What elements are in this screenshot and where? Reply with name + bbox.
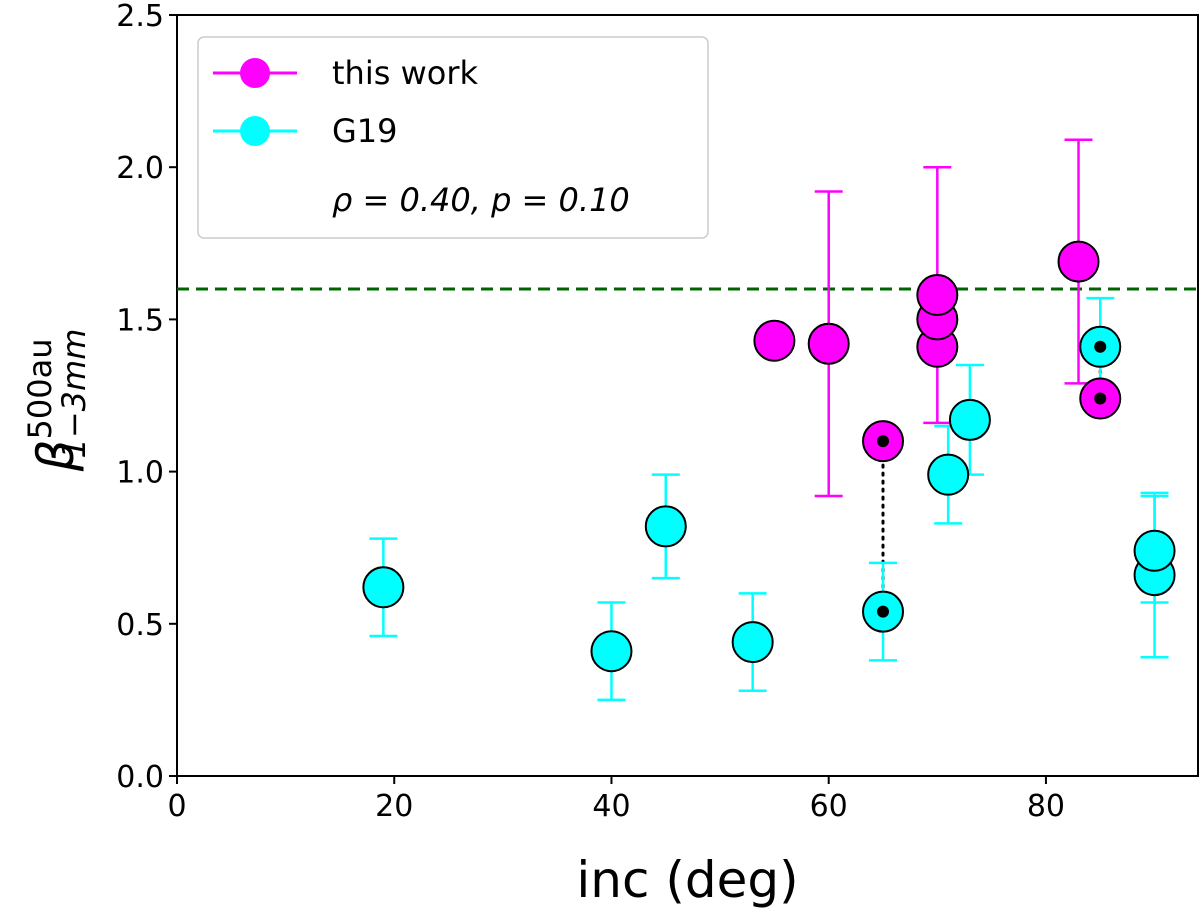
y-tick-label: 1.0 <box>116 456 164 491</box>
x-tick-label: 80 <box>1027 789 1065 824</box>
data-point-center-dot <box>877 605 890 618</box>
x-tick-label: 0 <box>167 789 186 824</box>
legend-marker <box>240 116 270 146</box>
legend-label: this work <box>332 54 478 92</box>
data-point-g19 <box>1133 529 1176 572</box>
x-tick-label: 20 <box>375 789 413 824</box>
data-point-center-dot <box>877 435 890 448</box>
data-point-this-work <box>807 322 850 365</box>
plot-frame <box>176 14 1199 777</box>
data-point-g19 <box>731 621 774 664</box>
data-point-g19 <box>590 630 633 673</box>
data-point-g19 <box>948 398 991 441</box>
data-point-g19 <box>362 566 405 609</box>
legend: this work G19 ρ = 0.40, p = 0.10 <box>197 36 709 239</box>
legend-label: G19 <box>332 112 398 150</box>
y-tick-label: 1.5 <box>116 303 164 338</box>
x-tick-label: 60 <box>810 789 848 824</box>
legend-box <box>197 36 709 239</box>
data-point-g19 <box>644 505 687 548</box>
legend-stat-label: ρ = 0.40, p = 0.10 <box>332 181 630 219</box>
data-point-center-dot <box>1094 340 1107 353</box>
y-tick-label: 0.0 <box>116 760 164 795</box>
data-point-this-work <box>1057 240 1100 283</box>
x-tick-label: 40 <box>592 789 630 824</box>
data-point-center-dot <box>1094 392 1107 405</box>
legend-marker <box>240 58 270 88</box>
data-point-this-work <box>753 319 796 362</box>
x-axis-label: inc (deg) <box>576 851 798 909</box>
y-tick-label: 0.5 <box>116 608 164 643</box>
data-point-this-work <box>916 274 959 317</box>
y-tick-label: 2.5 <box>116 0 164 34</box>
y-tick-label: 2.0 <box>116 151 164 186</box>
data-point-g19 <box>927 453 970 496</box>
y-axis-label: β500au1−3mm <box>21 329 93 473</box>
